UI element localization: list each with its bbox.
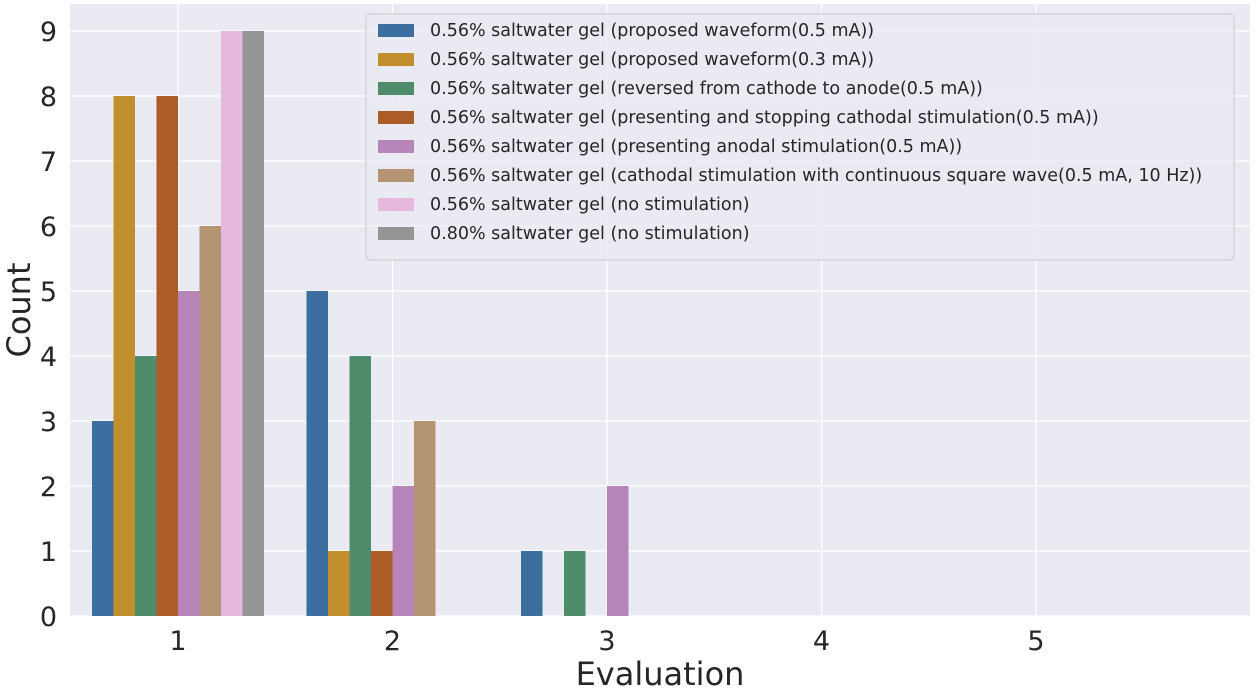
y-tick-label: 2 (40, 472, 57, 503)
legend-swatch-4 (378, 111, 414, 124)
y-tick-labels: 0 1 2 3 4 5 6 7 8 9 (40, 17, 57, 633)
bar-series-1-eval-3 (521, 551, 543, 616)
legend-label-1: 0.56% saltwater gel (proposed waveform(0… (430, 21, 874, 41)
x-tick-label: 3 (598, 626, 615, 657)
bar-series-6-eval-1 (199, 226, 221, 616)
y-tick-label: 6 (40, 212, 57, 243)
bar-series-3-eval-2 (349, 356, 371, 616)
y-tick-label: 3 (40, 407, 57, 438)
bar-series-4-eval-1 (156, 96, 178, 616)
bar-series-3-eval-3 (564, 551, 586, 616)
bar-series-2-eval-1 (113, 96, 135, 616)
legend-swatch-8 (378, 227, 414, 240)
legend-swatch-1 (378, 24, 414, 37)
legend-swatch-5 (378, 140, 414, 153)
bar-series-1-eval-1 (92, 421, 114, 616)
y-axis-title: Count (0, 262, 38, 357)
bars (92, 31, 629, 616)
x-tick-label: 1 (169, 626, 186, 657)
legend-label-2: 0.56% saltwater gel (proposed waveform(0… (430, 50, 874, 70)
legend-label-7: 0.56% saltwater gel (no stimulation) (430, 195, 750, 215)
x-tick-label: 4 (813, 626, 830, 657)
y-tick-label: 9 (40, 17, 57, 48)
legend-label-3: 0.56% saltwater gel (reversed from catho… (430, 79, 983, 99)
y-tick-label: 5 (40, 277, 57, 308)
legend-label-6: 0.56% saltwater gel (cathodal stimulatio… (430, 166, 1202, 186)
legend-swatch-3 (378, 82, 414, 95)
y-tick-label: 7 (40, 147, 57, 178)
bar-series-5-eval-3 (607, 486, 629, 616)
bar-series-7-eval-1 (221, 31, 243, 616)
x-tick-labels: 1 2 3 4 5 (169, 626, 1044, 657)
bar-series-8-eval-1 (242, 31, 264, 616)
bar-series-4-eval-2 (371, 551, 393, 616)
bar-series-5-eval-1 (178, 291, 200, 616)
x-tick-label: 5 (1027, 626, 1044, 657)
bar-series-3-eval-1 (135, 356, 157, 616)
legend-swatch-7 (378, 198, 414, 211)
bar-series-1-eval-2 (306, 291, 328, 616)
y-tick-label: 4 (40, 342, 57, 373)
bar-series-5-eval-2 (392, 486, 414, 616)
bar-series-6-eval-2 (414, 421, 436, 616)
legend: 0.56% saltwater gel (proposed waveform(0… (365, 13, 1235, 261)
x-axis-title: Evaluation (576, 655, 745, 692)
legend-swatch-2 (378, 53, 414, 66)
bar-series-2-eval-2 (328, 551, 350, 616)
legend-frame (365, 13, 1235, 261)
legend-label-5: 0.56% saltwater gel (presenting anodal s… (430, 137, 962, 157)
legend-label-4: 0.56% saltwater gel (presenting and stop… (430, 108, 1099, 128)
y-tick-label: 1 (40, 537, 57, 568)
y-tick-label: 8 (40, 82, 57, 113)
x-tick-label: 2 (384, 626, 401, 657)
legend-label-8: 0.80% saltwater gel (no stimulation) (430, 224, 750, 244)
y-tick-label: 0 (40, 602, 57, 633)
legend-swatch-6 (378, 169, 414, 182)
